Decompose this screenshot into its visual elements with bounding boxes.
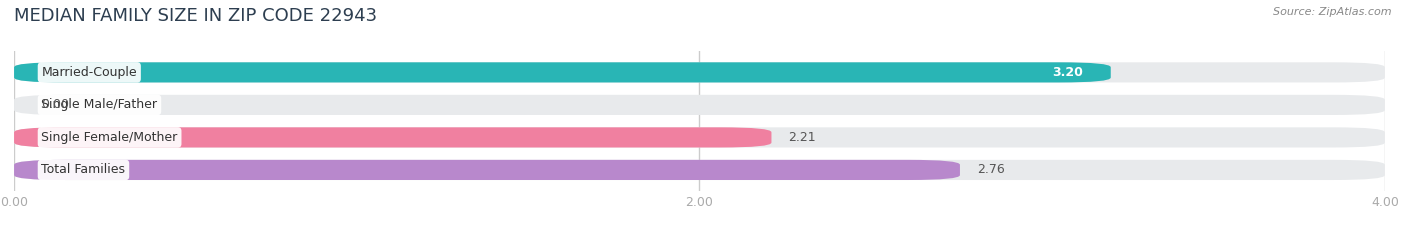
Text: 0.00: 0.00 <box>42 98 69 111</box>
Text: Total Families: Total Families <box>42 163 125 176</box>
FancyBboxPatch shape <box>14 160 1385 180</box>
Text: Married-Couple: Married-Couple <box>42 66 138 79</box>
FancyBboxPatch shape <box>14 62 1385 82</box>
Text: 2.21: 2.21 <box>789 131 817 144</box>
Text: Source: ZipAtlas.com: Source: ZipAtlas.com <box>1274 7 1392 17</box>
Text: 2.76: 2.76 <box>977 163 1005 176</box>
FancyBboxPatch shape <box>14 127 1385 147</box>
Text: Single Female/Mother: Single Female/Mother <box>42 131 177 144</box>
FancyBboxPatch shape <box>14 95 1385 115</box>
FancyBboxPatch shape <box>14 62 1111 82</box>
FancyBboxPatch shape <box>14 127 772 147</box>
Text: MEDIAN FAMILY SIZE IN ZIP CODE 22943: MEDIAN FAMILY SIZE IN ZIP CODE 22943 <box>14 7 377 25</box>
Text: 3.20: 3.20 <box>1053 66 1084 79</box>
FancyBboxPatch shape <box>14 160 960 180</box>
Text: Single Male/Father: Single Male/Father <box>42 98 157 111</box>
